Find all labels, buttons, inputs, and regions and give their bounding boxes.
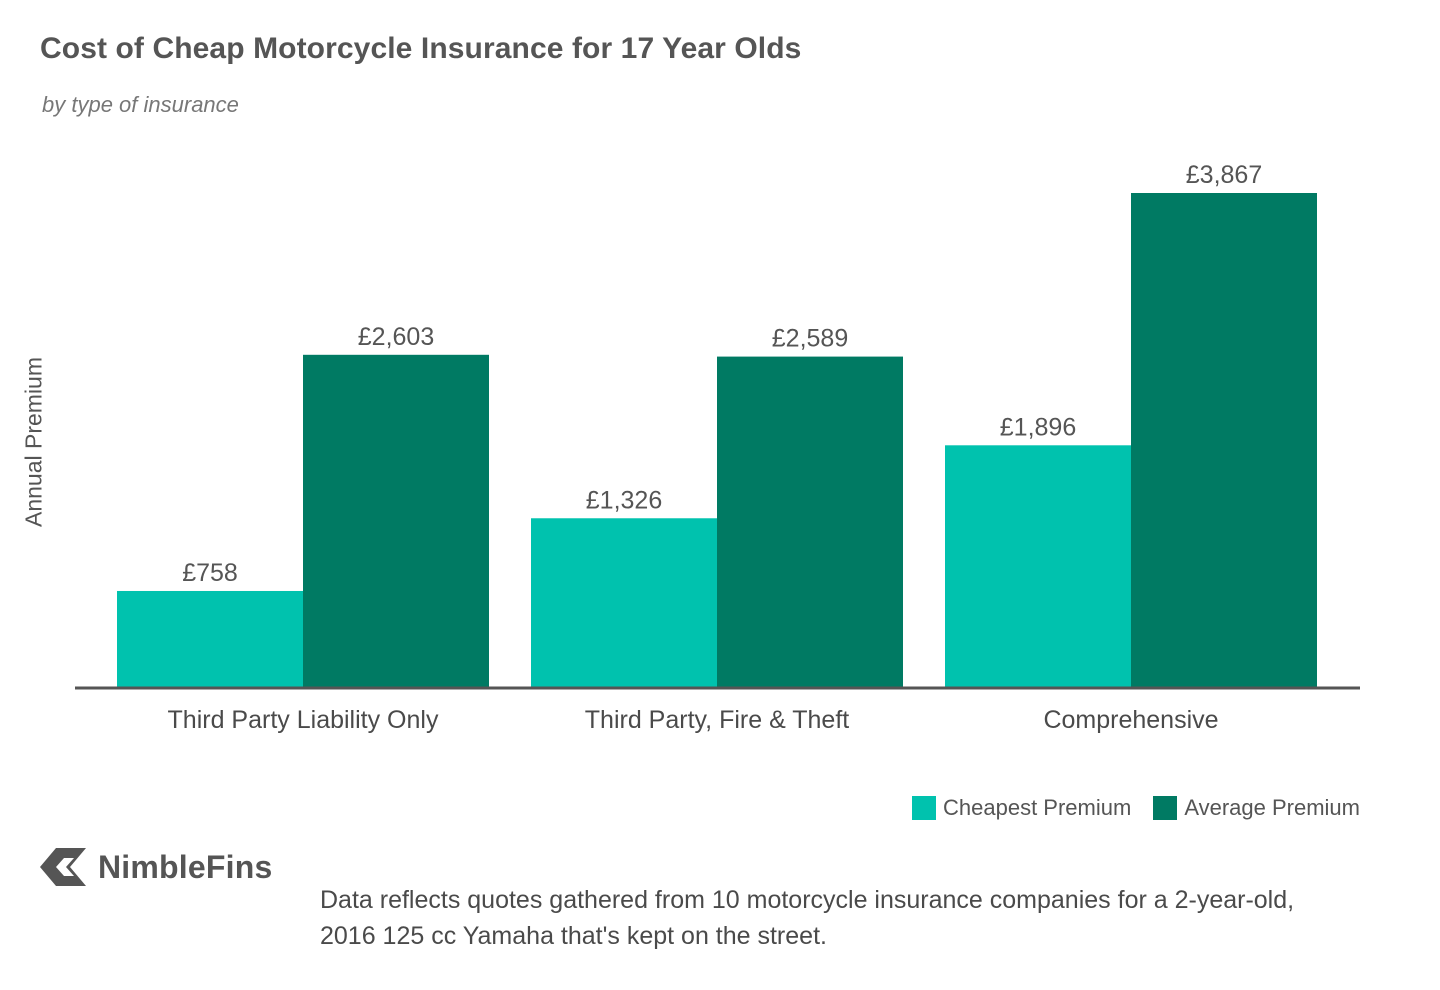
legend-item-average: Average Premium	[1153, 795, 1360, 821]
data-label-cheapest-1: £1,326	[586, 486, 662, 514]
category-label-0: Third Party Liability Only	[168, 706, 439, 734]
legend-item-cheapest: Cheapest Premium	[912, 795, 1131, 821]
data-label-cheapest-0: £758	[182, 559, 238, 587]
category-label-1: Third Party, Fire & Theft	[585, 706, 849, 734]
data-label-average-0: £2,603	[358, 323, 434, 351]
data-label-cheapest-2: £1,896	[1000, 413, 1076, 441]
data-footnote: Data reflects quotes gathered from 10 mo…	[320, 886, 1295, 950]
bar-average-0	[303, 354, 489, 688]
bar-average-1	[717, 356, 903, 688]
bar-cheapest-1	[531, 518, 717, 688]
chevron-left-icon	[40, 848, 86, 886]
data-label-average-2: £3,867	[1186, 161, 1262, 189]
nimblefins-logo: NimbleFins	[40, 848, 272, 886]
category-label-2: Comprehensive	[1043, 706, 1218, 734]
legend-swatch-average	[1153, 796, 1178, 820]
bar-cheapest-0	[117, 590, 303, 688]
legend-label-average: Average Premium	[1184, 795, 1360, 820]
bar-average-2	[1131, 193, 1317, 688]
data-label-average-1: £2,589	[772, 325, 848, 353]
chart-legend: Cheapest Premium Average Premium	[912, 795, 1360, 821]
chart-subtitle: by type of insurance	[42, 92, 239, 117]
legend-label-cheapest: Cheapest Premium	[943, 795, 1132, 820]
legend-swatch-cheapest	[912, 796, 937, 820]
bar-cheapest-2	[945, 445, 1131, 688]
logo-text: NimbleFins	[98, 848, 273, 885]
chart-title: Cost of Cheap Motorcycle Insurance for 1…	[40, 32, 802, 65]
